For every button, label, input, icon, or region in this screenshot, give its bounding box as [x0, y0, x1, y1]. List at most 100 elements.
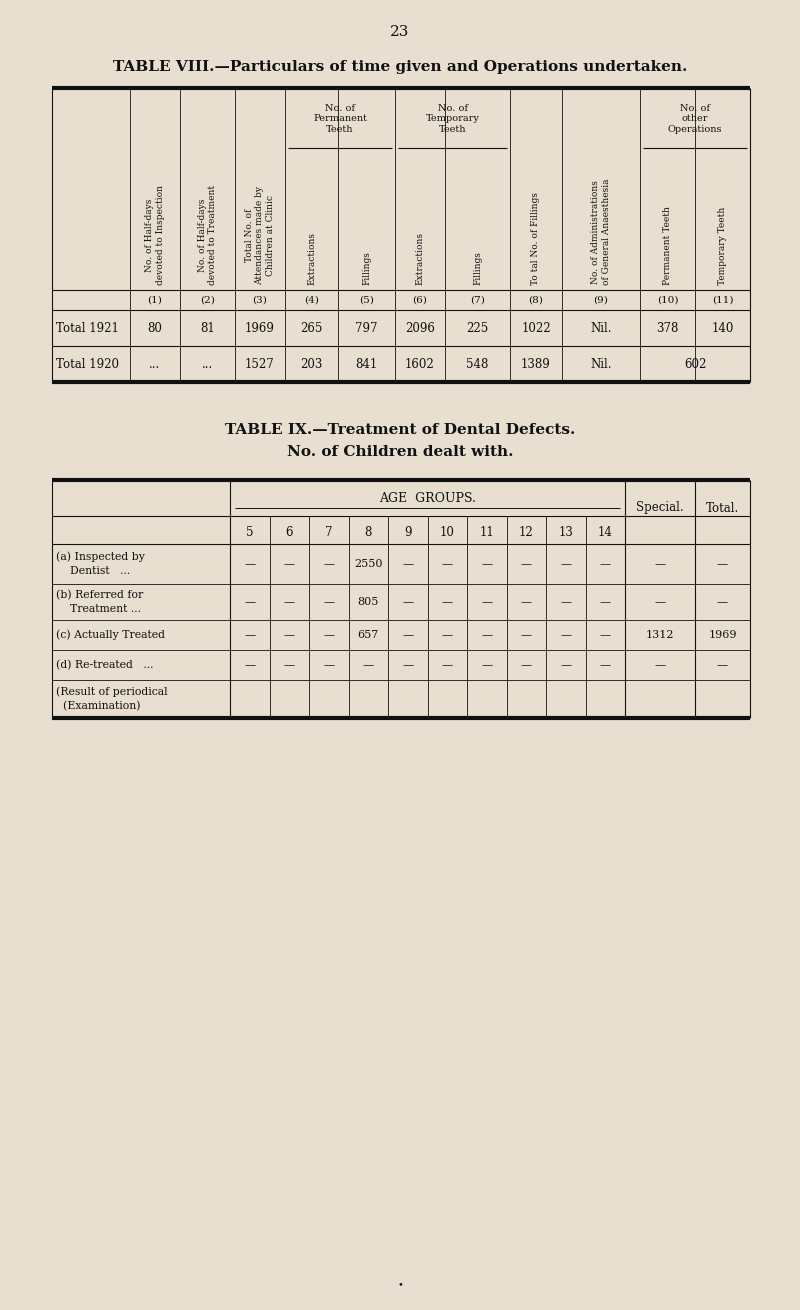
Text: 265: 265	[300, 321, 322, 334]
Text: —: —	[244, 559, 255, 569]
Text: —: —	[717, 660, 728, 669]
Text: —: —	[362, 660, 374, 669]
Text: No. of Administrations
of General Anaesthesia: No. of Administrations of General Anaest…	[591, 178, 610, 286]
Text: 805: 805	[358, 597, 379, 607]
Text: Treatment ...: Treatment ...	[56, 604, 141, 614]
Text: Total.: Total.	[706, 502, 739, 515]
Text: No. of Half-days
devoted to Inspection: No. of Half-days devoted to Inspection	[146, 185, 165, 286]
Text: —: —	[284, 660, 295, 669]
Text: 2096: 2096	[405, 321, 435, 334]
Text: —: —	[560, 660, 571, 669]
Text: (b) Referred for: (b) Referred for	[56, 590, 143, 600]
Text: Temporary Teeth: Temporary Teeth	[718, 207, 727, 286]
Text: Extractions: Extractions	[307, 232, 316, 286]
Text: —: —	[481, 597, 492, 607]
Text: —: —	[244, 630, 255, 641]
Text: —: —	[481, 660, 492, 669]
Text: (2): (2)	[200, 296, 215, 304]
Text: —: —	[442, 559, 453, 569]
Text: Total No. of
Attendances made by
Children at Clinic: Total No. of Attendances made by Childre…	[245, 186, 275, 286]
Text: 23: 23	[390, 25, 410, 39]
Text: 602: 602	[684, 358, 706, 371]
Text: 11: 11	[479, 525, 494, 538]
Text: Total 1920: Total 1920	[56, 358, 119, 371]
Text: 6: 6	[286, 525, 293, 538]
Text: —: —	[600, 630, 611, 641]
Text: 225: 225	[466, 321, 489, 334]
Text: 1389: 1389	[521, 358, 551, 371]
Text: —: —	[402, 559, 414, 569]
Text: 203: 203	[300, 358, 322, 371]
Text: Extractions: Extractions	[415, 232, 425, 286]
Text: 657: 657	[358, 630, 379, 641]
Text: Total 1921: Total 1921	[56, 321, 119, 334]
Text: (Examination): (Examination)	[56, 701, 141, 711]
Text: 2550: 2550	[354, 559, 382, 569]
Text: —: —	[284, 597, 295, 607]
Text: Special.: Special.	[636, 502, 684, 515]
Text: 797: 797	[355, 321, 378, 334]
Text: 80: 80	[147, 321, 162, 334]
Text: (c) Actually Treated: (c) Actually Treated	[56, 630, 165, 641]
Text: —: —	[402, 597, 414, 607]
Text: Nil.: Nil.	[590, 358, 612, 371]
Text: (6): (6)	[413, 296, 427, 304]
Text: 14: 14	[598, 525, 613, 538]
Text: —: —	[560, 597, 571, 607]
Text: 378: 378	[656, 321, 678, 334]
Text: (8): (8)	[529, 296, 543, 304]
Text: —: —	[654, 597, 666, 607]
Text: 1602: 1602	[405, 358, 435, 371]
Text: —: —	[442, 597, 453, 607]
Text: AGE  GROUPS.: AGE GROUPS.	[379, 491, 476, 504]
Text: (3): (3)	[253, 296, 267, 304]
Text: —: —	[481, 630, 492, 641]
Text: —: —	[521, 559, 532, 569]
Text: —: —	[600, 597, 611, 607]
Text: TABLE VIII.—Particulars of time given and Operations undertaken.: TABLE VIII.—Particulars of time given an…	[113, 60, 687, 73]
Text: 1527: 1527	[245, 358, 275, 371]
Text: No. of
Temporary
Teeth: No. of Temporary Teeth	[426, 103, 479, 134]
Text: 81: 81	[200, 321, 215, 334]
Text: —: —	[717, 559, 728, 569]
Text: (11): (11)	[712, 296, 734, 304]
Text: Fillings: Fillings	[362, 252, 371, 286]
Text: —: —	[560, 630, 571, 641]
Text: —: —	[560, 559, 571, 569]
Text: No. of Half-days
devoted to Treatment: No. of Half-days devoted to Treatment	[198, 185, 218, 286]
Text: (10): (10)	[657, 296, 678, 304]
Text: 1969: 1969	[245, 321, 275, 334]
Text: Permanent Teeth: Permanent Teeth	[663, 206, 672, 286]
Text: 10: 10	[440, 525, 454, 538]
Text: (Result of periodical: (Result of periodical	[56, 686, 168, 697]
Text: —: —	[654, 559, 666, 569]
Text: —: —	[244, 597, 255, 607]
Text: —: —	[284, 559, 295, 569]
Text: 9: 9	[404, 525, 411, 538]
Text: ...: ...	[202, 358, 213, 371]
Text: —: —	[521, 660, 532, 669]
Text: Fillings: Fillings	[473, 252, 482, 286]
Text: —: —	[442, 660, 453, 669]
Text: 140: 140	[711, 321, 734, 334]
Text: —: —	[323, 559, 334, 569]
Text: Dentist   ...: Dentist ...	[56, 566, 130, 576]
Text: —: —	[717, 597, 728, 607]
Text: —: —	[284, 630, 295, 641]
Text: No. of
Permanent
Teeth: No. of Permanent Teeth	[313, 103, 367, 134]
Text: 12: 12	[519, 525, 534, 538]
Text: No. of
other
Operations: No. of other Operations	[668, 103, 722, 134]
Text: 548: 548	[466, 358, 489, 371]
Text: (4): (4)	[304, 296, 319, 304]
Text: Nil.: Nil.	[590, 321, 612, 334]
Text: 1312: 1312	[646, 630, 674, 641]
Text: —: —	[481, 559, 492, 569]
Text: (1): (1)	[147, 296, 162, 304]
Text: —: —	[402, 630, 414, 641]
Text: To tal No. of Fillings: To tal No. of Fillings	[531, 193, 541, 286]
Text: —: —	[323, 630, 334, 641]
Text: (9): (9)	[594, 296, 609, 304]
Text: 8: 8	[365, 525, 372, 538]
Text: 1969: 1969	[708, 630, 737, 641]
Text: TABLE IX.—Treatment of Dental Defects.: TABLE IX.—Treatment of Dental Defects.	[225, 423, 575, 438]
